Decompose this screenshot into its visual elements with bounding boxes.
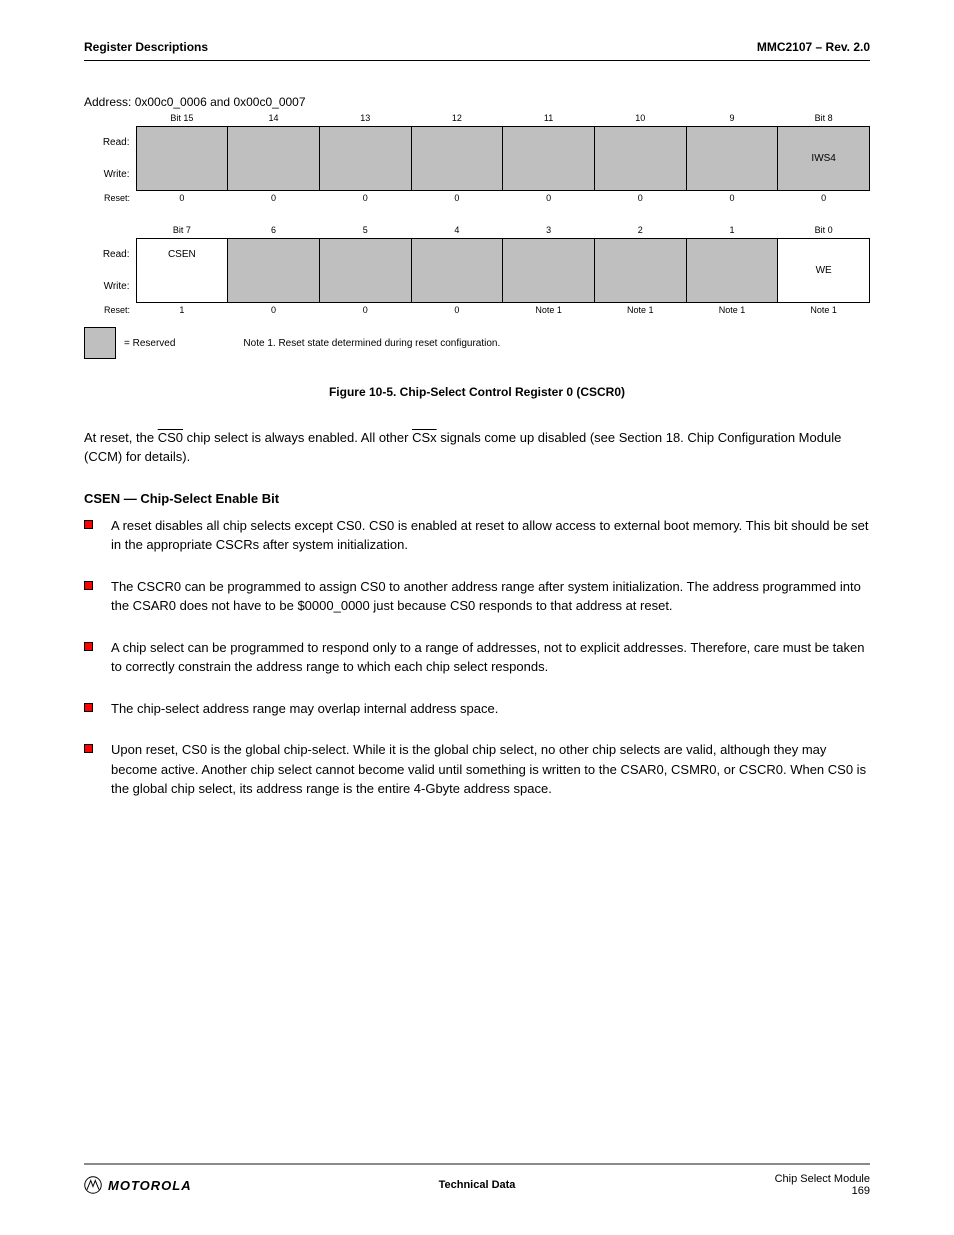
motorola-icon bbox=[84, 1176, 102, 1194]
logo-text: MOTOROLA bbox=[108, 1178, 192, 1193]
bullet-text: The CSCR0 can be programmed to assign CS… bbox=[111, 577, 870, 616]
bullet-text: A reset disables all chip selects except… bbox=[111, 516, 870, 555]
list-item: The CSCR0 can be programmed to assign CS… bbox=[84, 577, 870, 616]
reset-row-high: Reset: 0000 0000 bbox=[84, 190, 870, 205]
csen-read-cell: CSEN bbox=[136, 238, 228, 270]
list-item: Upon reset, CS0 is the global chip-selec… bbox=[84, 740, 870, 799]
para-1: At reset, the CS0 chip select is always … bbox=[84, 429, 870, 467]
footer-page-number: 169 bbox=[852, 1185, 870, 1197]
bullet-icon bbox=[84, 744, 93, 753]
list-item: A reset disables all chip selects except… bbox=[84, 516, 870, 555]
we-cell: WE bbox=[778, 238, 870, 302]
bullet-text: A chip select can be programmed to respo… bbox=[111, 638, 870, 677]
bullet-text: The chip-select address range may overla… bbox=[111, 699, 498, 719]
figure-caption: Figure 10-5. Chip-Select Control Registe… bbox=[84, 385, 870, 399]
header-left: Register Descriptions bbox=[84, 40, 208, 54]
read-row-low: Read: CSEN WE bbox=[84, 238, 870, 270]
iws4-cell: IWS4 bbox=[778, 126, 870, 190]
legend-swatch bbox=[84, 327, 116, 359]
bullet-icon bbox=[84, 642, 93, 651]
register-address: Address: 0x00c0_0006 and 0x00c0_0007 bbox=[84, 95, 870, 109]
footer: MOTOROLA Technical Data Chip Select Modu… bbox=[84, 1163, 870, 1197]
register-table-high: Bit 15141312 11109Bit 8 Read: IWS4 Write… bbox=[84, 111, 870, 205]
bullet-icon bbox=[84, 520, 93, 529]
header-rule bbox=[84, 60, 870, 61]
legend-note: Note 1. Reset state determined during re… bbox=[243, 338, 500, 349]
bullet-icon bbox=[84, 703, 93, 712]
legend: = Reserved Note 1. Reset state determine… bbox=[84, 327, 870, 359]
footer-right-top: Chip Select Module bbox=[775, 1173, 870, 1185]
register-table-low: Bit 7654 321Bit 0 Read: CSEN WE Write: R… bbox=[84, 223, 870, 317]
bullet-list: A reset disables all chip selects except… bbox=[84, 516, 870, 799]
legend-text: = Reserved bbox=[124, 338, 175, 349]
bullet-icon bbox=[84, 581, 93, 590]
subhead-csen: CSEN — Chip-Select Enable Bit bbox=[84, 491, 870, 506]
bullet-text: Upon reset, CS0 is the global chip-selec… bbox=[111, 740, 870, 799]
motorola-logo: MOTOROLA bbox=[84, 1176, 192, 1194]
read-row-high: Read: IWS4 bbox=[84, 126, 870, 158]
list-item: The chip-select address range may overla… bbox=[84, 699, 870, 719]
header-right: MMC2107 – Rev. 2.0 bbox=[757, 40, 870, 54]
list-item: A chip select can be programmed to respo… bbox=[84, 638, 870, 677]
reset-row-low: Reset: 1000 Note 1Note 1Note 1Note 1 bbox=[84, 302, 870, 317]
footer-center: Technical Data bbox=[439, 1179, 516, 1191]
